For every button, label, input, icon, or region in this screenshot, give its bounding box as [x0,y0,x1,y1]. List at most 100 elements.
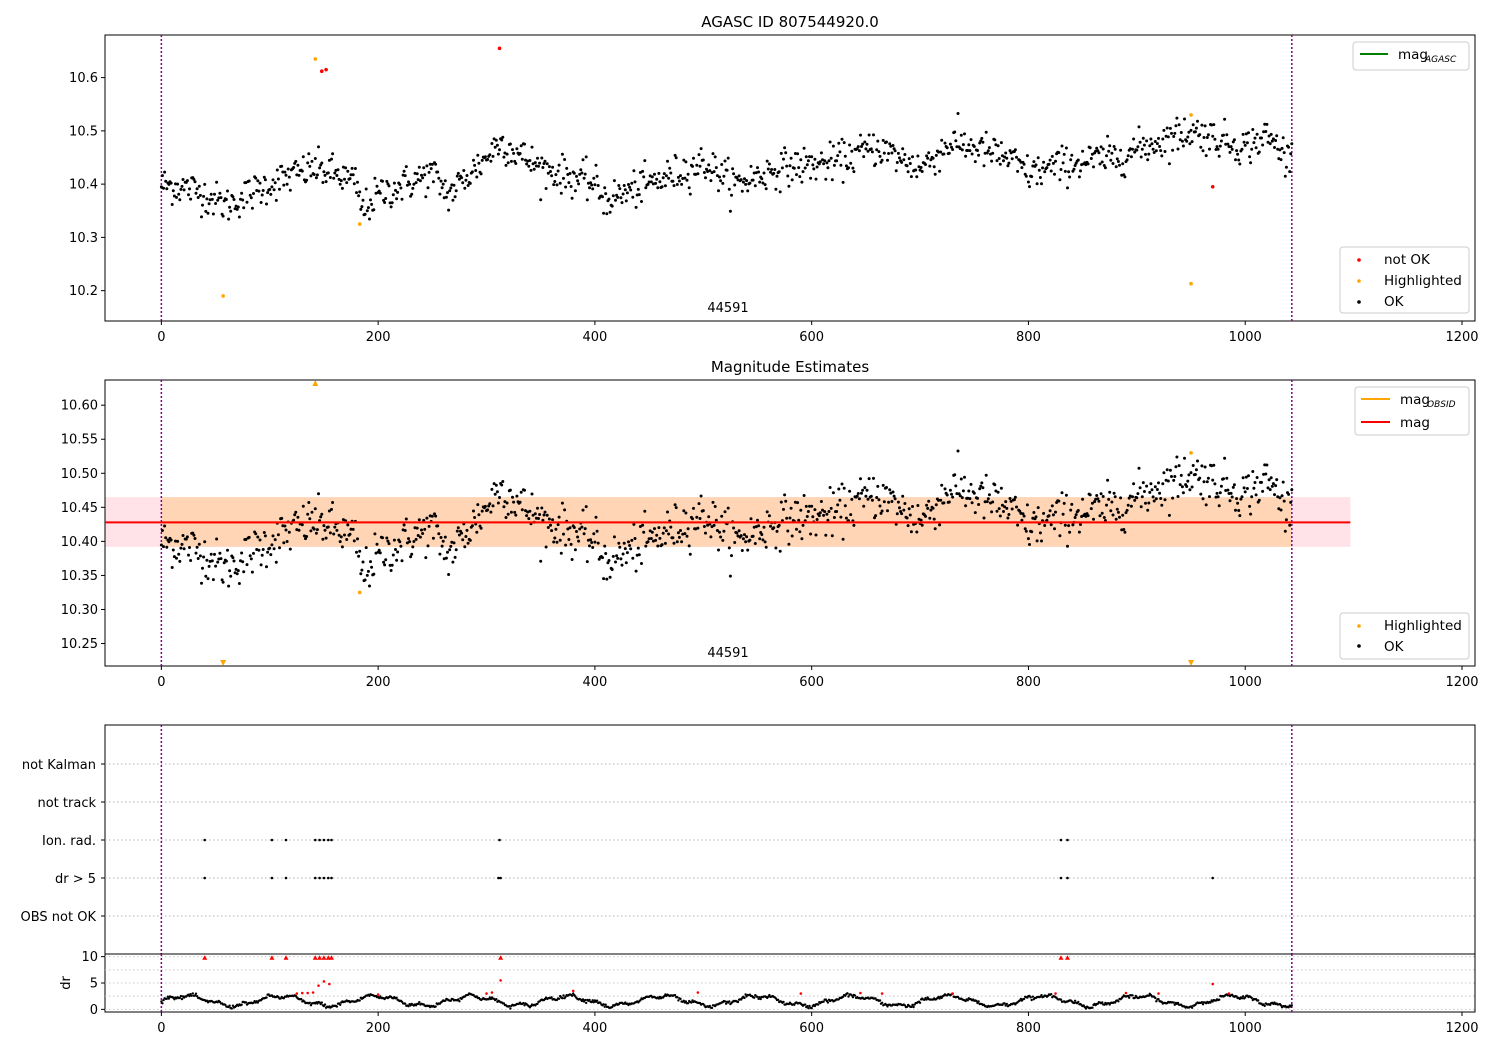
ok-point-858 [1089,157,1093,160]
ok-point-870 [1102,516,1106,519]
ok-point-807 [1034,163,1038,167]
ok-point-318 [504,163,508,167]
ok-point-324 [511,148,514,152]
ok-point-751 [973,511,977,515]
ok-point-929 [1166,479,1170,483]
flag-point-3-0 [203,876,207,880]
dr-point-634 [847,995,850,998]
ok-point-292 [476,503,480,507]
dr-point-137 [308,1001,311,1004]
ok-point-911 [1147,152,1151,156]
ok-point-1018 [1263,463,1267,467]
ok-point-114 [283,170,287,174]
legend-ok-label: OK [1384,294,1405,310]
x-tick-label-200: 200 [366,1021,391,1036]
ok-point-821 [1049,523,1053,527]
dr-point-521 [724,1002,728,1005]
ok-point-882 [1115,507,1119,511]
ok-point-450 [647,537,651,541]
ok-point-145 [317,145,320,149]
ok-point-472 [671,536,675,540]
ok-point-801 [1028,543,1031,546]
ok-point-32 [194,551,198,555]
ok-point-777 [1002,159,1005,163]
ok-point-781 [1006,516,1010,520]
ok-point-934 [1172,478,1176,482]
dr-point-477 [677,999,680,1002]
ok-point-810 [1037,168,1041,172]
ok-point-656 [870,150,874,154]
ok-point-1043 [1290,142,1294,146]
ok-point-555 [761,538,765,542]
ok-point-875 [1108,144,1112,148]
ok-point-651 [865,488,869,492]
ok-point-235 [414,537,418,541]
ok-point-799 [1025,154,1029,158]
ok-point-610 [821,508,824,512]
ok-point-601 [811,163,815,167]
dr-red-point-0 [295,992,299,995]
ok-point-340 [528,509,532,513]
legend2-highlighted-label: Highlighted [1384,618,1462,634]
ok-point-37 [200,215,203,219]
panel1-legend-upper: mag AGASC [1352,41,1470,71]
ok-point-310 [495,143,499,147]
ok-point-98 [266,550,270,554]
ok-point-449 [646,540,650,544]
ok-point-82 [248,193,252,197]
ok-point-278 [461,538,465,542]
ok-point-1035 [1281,480,1285,484]
ok-point-525 [728,209,732,213]
ok-point-596 [805,163,809,167]
ok-point-995 [1238,162,1242,166]
ok-point-554 [760,533,764,536]
ok-point-305 [490,142,494,145]
ok-point-260 [441,182,445,186]
ok-point-264 [446,191,449,195]
ok-point-416 [610,204,614,208]
ok-point-539 [744,182,748,186]
ok-point-999 [1242,140,1246,144]
ok-point-679 [895,512,899,516]
dr-point-951 [1190,1006,1194,1009]
ok-point-9 [169,181,173,185]
ok-point-831 [1060,491,1064,495]
ok-point-410 [604,552,608,555]
ok-point-144 [315,173,319,177]
ok-point-897 [1132,482,1136,486]
ok-point-97 [265,202,268,206]
ok-point-775 [999,486,1003,490]
ok-point-611 [822,162,826,166]
ok-point-565 [772,526,776,530]
ok-point-1020 [1265,122,1269,126]
x-tick-label-0: 0 [157,1021,165,1036]
ok-point-1003 [1247,474,1250,478]
ok-point-723 [943,487,947,491]
ok-point-295 [479,172,483,176]
dr-point-74 [240,1003,243,1006]
ok-point-871 [1103,519,1107,522]
ok-point-870 [1102,164,1106,167]
dr-point-938 [1176,1001,1180,1005]
ok-point-809 [1036,156,1040,160]
ok-point-149 [321,537,325,541]
ok-point-92 [259,201,263,204]
ok-point-915 [1151,495,1155,499]
ok-point-1023 [1268,488,1272,492]
dr-point-65 [230,1007,233,1010]
ok-point-662 [877,498,881,502]
ok-point-780 [1005,506,1009,510]
ok-point-1010 [1254,146,1258,150]
ok-point-624 [836,154,840,158]
highlighted-point-4 [1189,281,1193,286]
ok-point-841 [1071,523,1075,527]
ok-point-965 [1205,480,1209,484]
ok-point-763 [986,149,990,153]
ok-point-372 [563,158,567,161]
ok-point-562 [769,524,772,528]
dr-point-162 [335,1005,339,1008]
dr-point-17 [178,996,181,1000]
ok-point-299 [483,504,487,508]
ok-point-221 [399,544,403,548]
ok-point-391 [583,527,587,531]
